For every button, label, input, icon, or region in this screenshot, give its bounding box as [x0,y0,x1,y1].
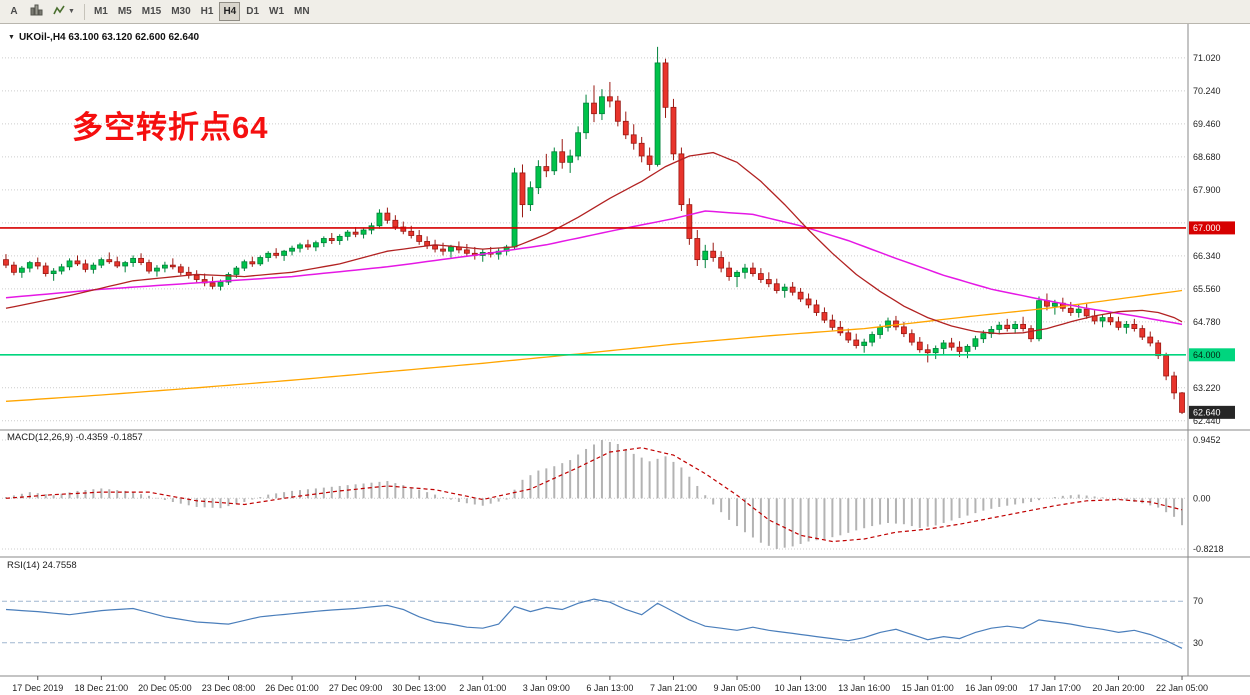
svg-text:30: 30 [1193,638,1203,648]
ma-slow-line [5,289,1183,402]
svg-text:17 Dec 2019: 17 Dec 2019 [12,683,63,693]
panel-borders [0,24,1250,677]
time-axis[interactable]: 17 Dec 2019 18 Dec 21:00 20 Dec 05:00 23 De… [12,676,1208,693]
chart-canvas[interactable]: 71.020 70.240 69.460 68.680 67.900 66.340 65.5… [0,24,1250,695]
svg-text:63.220: 63.220 [1193,383,1221,393]
timeframe-button-H4[interactable]: H4 [219,2,241,21]
svg-text:16 Jan 09:00: 16 Jan 09:00 [965,683,1017,693]
svg-text:13 Jan 16:00: 13 Jan 16:00 [838,683,890,693]
toolbar: A ▼ M1 M5 M15 M30 H1 H4 D1 W1 MN [0,0,1250,24]
svg-text:9 Jan 05:00: 9 Jan 05:00 [714,683,761,693]
svg-text:30 Dec 13:00: 30 Dec 13:00 [392,683,446,693]
ma-mid-line [5,210,1183,326]
timeframe-button-M30[interactable]: M30 [167,2,194,21]
svg-text:18 Dec 21:00: 18 Dec 21:00 [75,683,129,693]
chart-mode-button[interactable] [26,2,47,21]
svg-text:67.900: 67.900 [1193,185,1221,195]
svg-text:0.9452: 0.9452 [1193,435,1221,445]
svg-text:6 Jan 13:00: 6 Jan 13:00 [586,683,633,693]
svg-text:65.560: 65.560 [1193,284,1221,294]
price-scale[interactable]: 71.020 70.240 69.460 68.680 67.900 66.340 65.5… [1189,53,1235,426]
timeframe-button-MN[interactable]: MN [290,2,314,21]
svg-text:20 Dec 05:00: 20 Dec 05:00 [138,683,192,693]
svg-text:67.000: 67.000 [1193,223,1221,233]
timeframe-button-M15[interactable]: M15 [138,2,165,21]
timeframe-buttons: M1 M5 M15 M30 H1 H4 D1 W1 MN [89,2,315,21]
level-lines[interactable] [0,227,1186,356]
tools-dropdown-button[interactable]: ▼ [49,2,79,21]
timeframe-button-M1[interactable]: M1 [90,2,112,21]
svg-text:71.020: 71.020 [1193,53,1221,63]
svg-text:3 Jan 09:00: 3 Jan 09:00 [523,683,570,693]
svg-text:15 Jan 01:00: 15 Jan 01:00 [902,683,954,693]
zigzag-tool-icon [53,5,66,19]
ma-fast-line [5,151,1183,335]
toolbar-separator [83,3,85,20]
svg-text:64.000: 64.000 [1193,350,1221,360]
svg-text:69.460: 69.460 [1193,119,1221,129]
timeframe-button-D1[interactable]: D1 [242,2,263,21]
svg-text:-0.8218: -0.8218 [1193,544,1224,554]
svg-text:23 Dec 08:00: 23 Dec 08:00 [202,683,256,693]
timeframe-button-H1[interactable]: H1 [197,2,218,21]
chart-workspace: 71.020 70.240 69.460 68.680 67.900 66.340 65.5… [0,24,1250,695]
rsi-panel[interactable]: 70 30 [2,596,1203,648]
bar-chart-icon [30,4,43,19]
svg-text:68.680: 68.680 [1193,152,1221,162]
timeframe-button-W1[interactable]: W1 [265,2,288,21]
svg-text:22 Jan 05:00: 22 Jan 05:00 [1156,683,1208,693]
svg-text:70: 70 [1193,596,1203,606]
svg-text:66.340: 66.340 [1193,251,1221,261]
arrow-tool-button[interactable]: A [4,2,24,21]
svg-text:64.780: 64.780 [1193,317,1221,327]
svg-text:7 Jan 21:00: 7 Jan 21:00 [650,683,697,693]
svg-text:2 Jan 01:00: 2 Jan 01:00 [459,683,506,693]
svg-text:0.00: 0.00 [1193,493,1211,503]
rsi-line [5,598,1183,649]
timeframe-button-M5[interactable]: M5 [114,2,136,21]
svg-text:62.440: 62.440 [1193,416,1221,426]
candles-layer [3,46,1185,415]
svg-text:20 Jan 20:00: 20 Jan 20:00 [1092,683,1144,693]
svg-text:27 Dec 09:00: 27 Dec 09:00 [329,683,383,693]
svg-text:17 Jan 17:00: 17 Jan 17:00 [1029,683,1081,693]
svg-text:26 Dec 01:00: 26 Dec 01:00 [265,683,319,693]
chevron-down-icon: ▼ [68,8,75,15]
svg-text:62.640: 62.640 [1193,407,1221,417]
svg-text:70.240: 70.240 [1193,86,1221,96]
svg-text:10 Jan 13:00: 10 Jan 13:00 [775,683,827,693]
macd-panel[interactable]: 0.9452 0.00 -0.8218 [2,435,1224,554]
